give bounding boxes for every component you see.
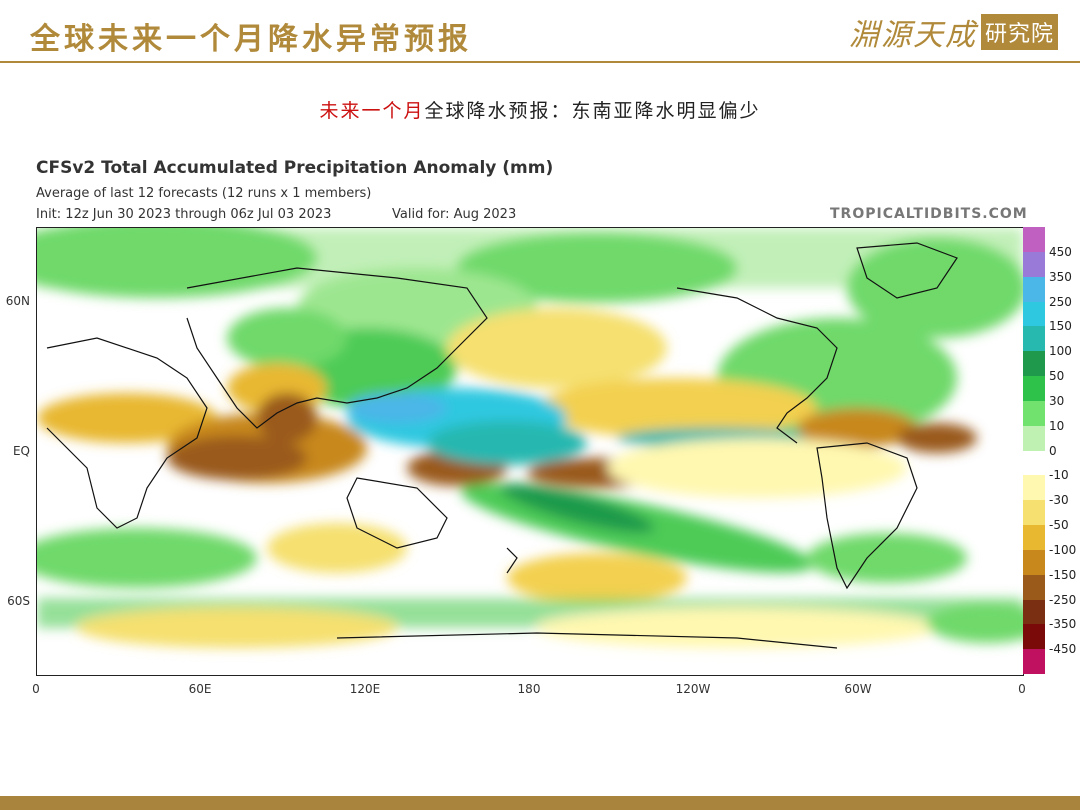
slide-subtitle: 未来一个月全球降水预报：东南亚降水明显偏少 bbox=[0, 96, 1080, 123]
brand-logo: 淵源天成 研究院 bbox=[848, 12, 1058, 53]
colorbar-swatch bbox=[1023, 400, 1045, 427]
header-divider bbox=[0, 61, 1080, 63]
colorbar-label: 10 bbox=[1049, 418, 1065, 433]
lon-label-120e: 120E bbox=[349, 682, 381, 696]
colorbar-label: -30 bbox=[1049, 493, 1069, 508]
colorbar-label: -10 bbox=[1049, 468, 1069, 483]
footer-bar bbox=[0, 796, 1080, 810]
slide-title: 全球未来一个月降水异常预报 bbox=[30, 22, 472, 57]
colorbar-label: 100 bbox=[1049, 344, 1072, 359]
lat-label-eq: EQ bbox=[12, 444, 30, 458]
precipitation-map bbox=[36, 227, 1024, 676]
colorbar-label: 150 bbox=[1049, 319, 1072, 334]
logo-script: 淵源天成 bbox=[848, 18, 977, 53]
colorbar-label: -350 bbox=[1049, 617, 1077, 632]
colorbar-swatch bbox=[1023, 227, 1045, 253]
colorbar-swatch bbox=[1023, 475, 1045, 501]
lon-label-120w: 120W bbox=[675, 682, 711, 696]
lon-label-60e: 60E bbox=[188, 682, 212, 696]
colorbar-swatch bbox=[1023, 276, 1045, 302]
coastlines bbox=[46, 242, 958, 649]
colorbar-swatch bbox=[1023, 525, 1045, 551]
colorbar-label: 30 bbox=[1049, 393, 1065, 408]
colorbar-label: 350 bbox=[1049, 269, 1072, 284]
map-init-line: Init: 12z Jun 30 2023 through 06z Jul 03… bbox=[36, 207, 516, 222]
colorbar bbox=[1023, 227, 1045, 675]
colorbar-swatch bbox=[1023, 624, 1045, 650]
logo-box: 研究院 bbox=[980, 14, 1058, 50]
colorbar-swatch bbox=[1023, 549, 1045, 576]
colorbar-label: -450 bbox=[1049, 642, 1077, 657]
colorbar-swatch bbox=[1023, 450, 1045, 476]
colorbar-label: 450 bbox=[1049, 244, 1072, 259]
colorbar-swatch bbox=[1023, 500, 1045, 526]
colorbar-swatch bbox=[1023, 649, 1045, 675]
colorbar-swatch bbox=[1023, 376, 1045, 402]
map-valid: Valid for: Aug 2023 bbox=[392, 207, 517, 222]
map-brand: TROPICALTIDBITS.COM bbox=[830, 206, 1028, 222]
map-init: Init: 12z Jun 30 2023 through 06z Jul 03… bbox=[36, 207, 332, 222]
lon-label-0-end: 0 bbox=[1018, 682, 1026, 696]
colorbar-label: 250 bbox=[1049, 294, 1072, 309]
subtitle-text: 全球降水预报：东南亚降水明显偏少 bbox=[424, 100, 761, 122]
colorbar-label: -250 bbox=[1049, 592, 1077, 607]
colorbar-swatch bbox=[1023, 301, 1045, 327]
colorbar-label: -50 bbox=[1049, 518, 1069, 532]
lat-label-60s: 60S bbox=[7, 594, 30, 608]
lon-label-180: 180 bbox=[517, 682, 541, 696]
colorbar-label: 50 bbox=[1049, 369, 1065, 383]
lon-label-60w: 60W bbox=[844, 682, 872, 696]
lon-label-0: 0 bbox=[32, 682, 40, 696]
colorbar-swatch bbox=[1023, 251, 1045, 278]
map-subtitle: Average of last 12 forecasts (12 runs x … bbox=[36, 186, 372, 201]
colorbar-label: -150 bbox=[1049, 567, 1077, 582]
colorbar-swatch bbox=[1023, 351, 1045, 377]
subtitle-highlight: 未来一个月 bbox=[319, 100, 425, 122]
lat-label-60n: 60N bbox=[5, 294, 30, 308]
colorbar-label: 0 bbox=[1049, 443, 1057, 458]
colorbar-label: -100 bbox=[1049, 542, 1077, 557]
map-title: CFSv2 Total Accumulated Precipitation An… bbox=[36, 158, 554, 178]
colorbar-swatch bbox=[1023, 599, 1045, 625]
colorbar-swatch bbox=[1023, 574, 1045, 600]
colorbar-swatch bbox=[1023, 326, 1045, 352]
colorbar-swatch bbox=[1023, 425, 1045, 451]
